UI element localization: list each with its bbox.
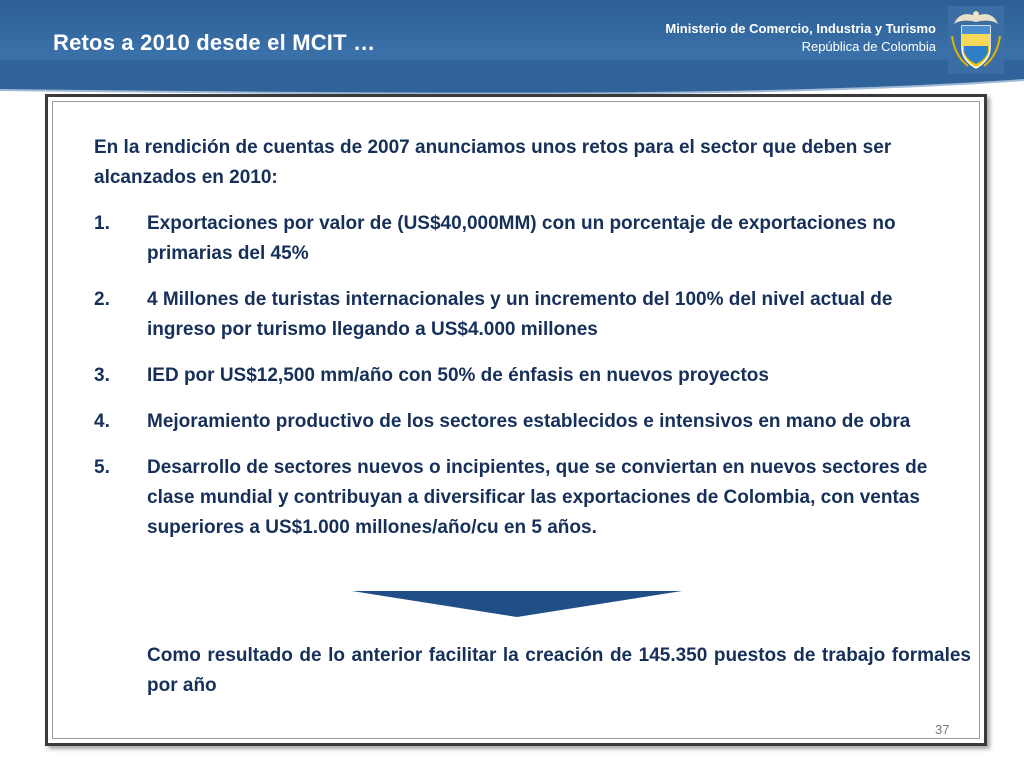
list-item: 5. Desarrollo de sectores nuevos o incip… — [94, 453, 964, 543]
list-item: 2. 4 Millones de turistas internacionale… — [94, 285, 964, 345]
content-frame-inner-border — [52, 101, 980, 739]
list-item: 1. Exportaciones por valor de (US$40,000… — [94, 209, 964, 269]
list-item-number: 5. — [94, 457, 110, 478]
list-item: 4. Mejoramiento productivo de los sector… — [94, 407, 964, 437]
result-paragraph: Como resultado de lo anterior facilitar … — [147, 645, 971, 696]
content-frame — [45, 94, 987, 746]
list-item: 3. IED por US$12,500 mm/año con 50% de é… — [94, 361, 964, 391]
colombia-coat-of-arms-icon — [948, 6, 1004, 74]
intro-paragraph: En la rendición de cuentas de 2007 anunc… — [94, 137, 892, 188]
list-item-text: Mejoramiento productivo de los sectores … — [147, 411, 911, 432]
list-item-text: Desarrollo de sectores nuevos o incipien… — [147, 457, 928, 538]
list-item-number: 4. — [94, 411, 110, 432]
country-name: República de Colombia — [801, 39, 936, 54]
page-number: 37 — [935, 722, 950, 737]
ministry-name: Ministerio de Comercio, Industria y Turi… — [665, 21, 936, 36]
down-arrow-icon — [352, 591, 682, 617]
list-item-text: Exportaciones por valor de (US$40,000MM)… — [147, 213, 896, 264]
slide-header: Retos a 2010 desde el MCIT … Ministerio … — [0, 0, 1024, 100]
list-item-number: 2. — [94, 289, 110, 310]
list-item-number: 1. — [94, 213, 110, 234]
page-title: Retos a 2010 desde el MCIT … — [53, 30, 376, 55]
challenges-list: 1. Exportaciones por valor de (US$40,000… — [94, 209, 964, 559]
list-item-text: IED por US$12,500 mm/año con 50% de énfa… — [147, 365, 769, 386]
list-item-number: 3. — [94, 365, 110, 386]
ministry-block: Ministerio de Comercio, Industria y Turi… — [665, 20, 936, 56]
list-item-text: 4 Millones de turistas internacionales y… — [147, 289, 893, 340]
